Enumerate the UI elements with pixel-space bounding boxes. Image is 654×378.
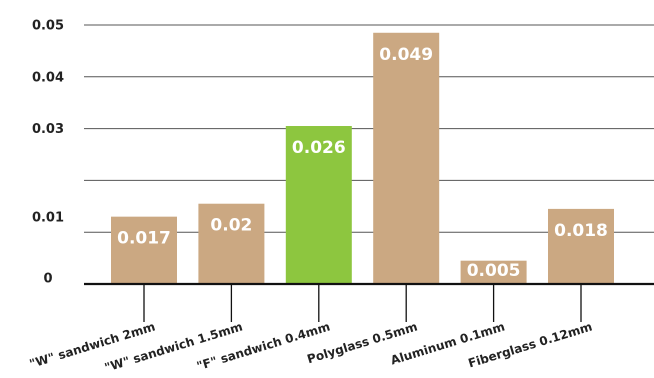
bar (198, 203, 265, 284)
data-label: 0.049 (379, 45, 433, 65)
bar (548, 208, 614, 284)
data-label: 0.026 (292, 138, 346, 158)
x-axis (84, 282, 654, 322)
y-tick-label: 0.04 (32, 70, 64, 85)
category-labels: "W" sandwich 2mm"W" sandwich 1.5mm"F" sa… (28, 319, 594, 374)
data-label: 0.02 (210, 216, 252, 236)
y-tick-label: 0 (43, 272, 52, 287)
y-tick-label: 0.03 (32, 122, 64, 137)
bars (111, 32, 614, 284)
bar (373, 32, 440, 284)
y-axis-ticks: 0 0.01 0.03 0.04 0.05 (32, 19, 64, 287)
data-label: 0.005 (467, 261, 521, 281)
data-label: 0.018 (554, 221, 608, 241)
bar (111, 216, 177, 284)
y-tick-label: 0.01 (32, 211, 64, 226)
bar (285, 126, 352, 284)
data-labels: 0.017 0.02 0.026 0.049 0.005 0.018 (117, 45, 608, 281)
data-label: 0.017 (117, 229, 171, 249)
bar (460, 260, 527, 284)
y-tick-label: 0.05 (32, 19, 64, 34)
gridlines (84, 24, 654, 233)
